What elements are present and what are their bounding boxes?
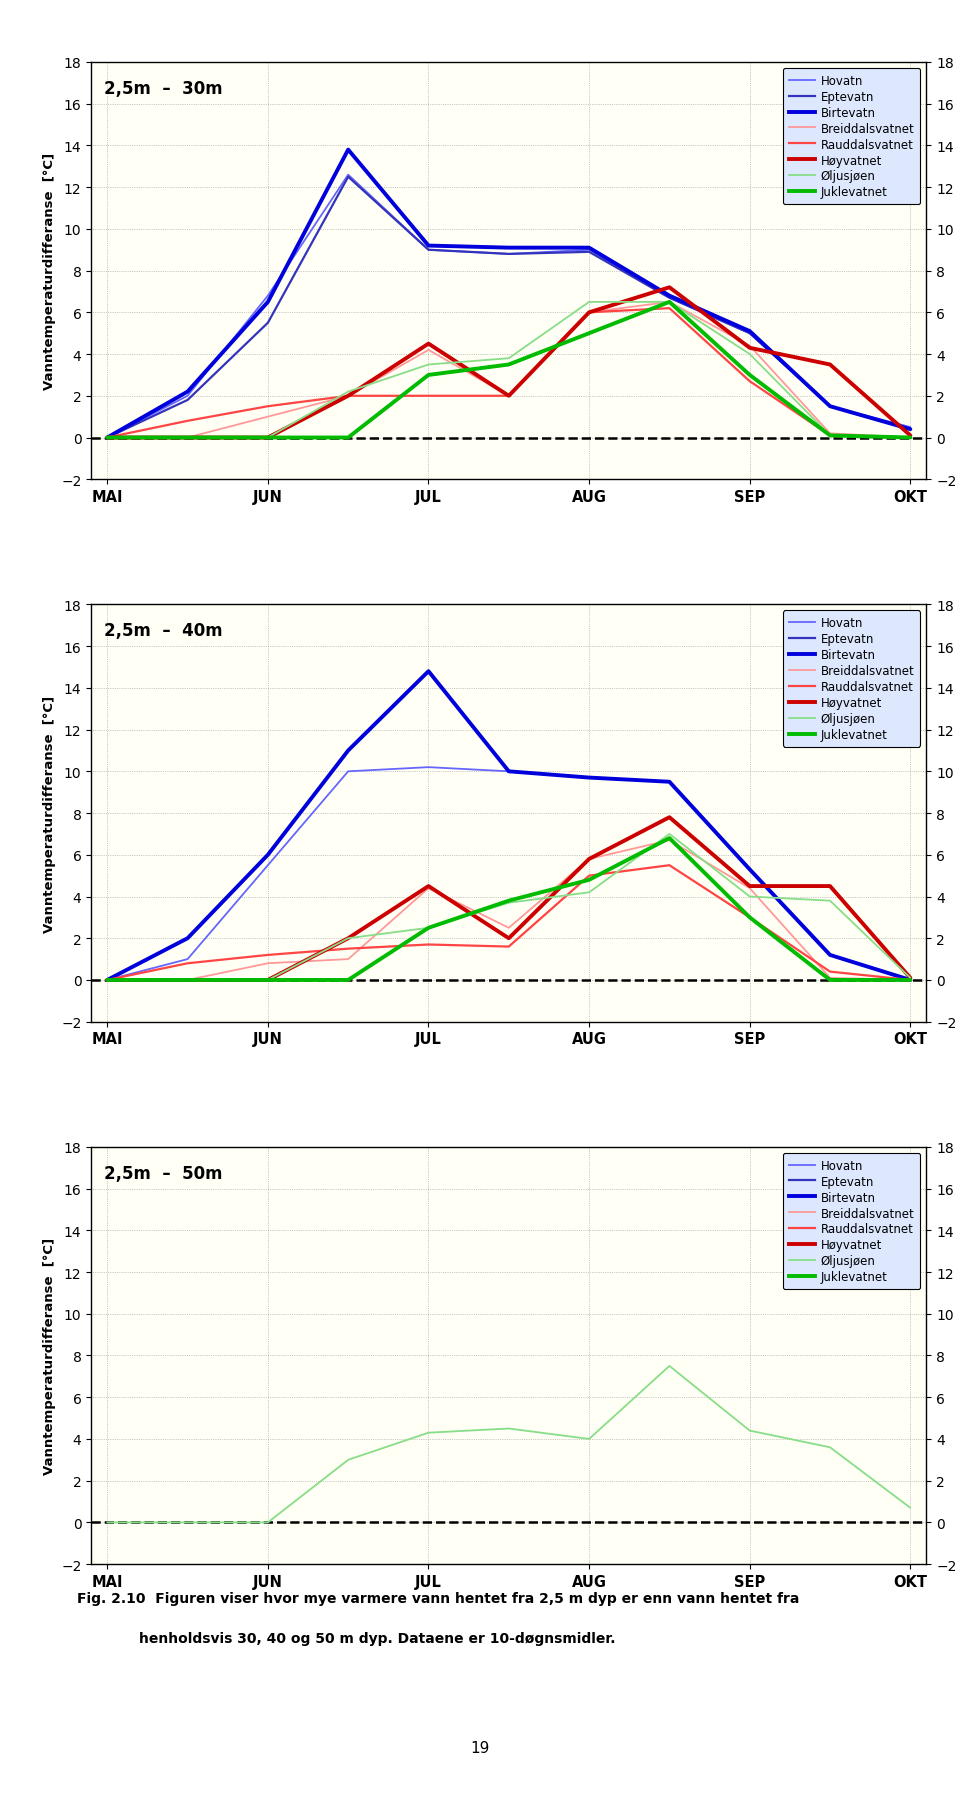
Legend: Hovatn, Eptevatn, Birtevatn, Breiddalsvatnet, Rauddalsvatnet, Høyvatnet, Øljusjø: Hovatn, Eptevatn, Birtevatn, Breiddalsva… bbox=[783, 1153, 921, 1289]
Text: 2,5m  –  50m: 2,5m – 50m bbox=[104, 1163, 222, 1181]
Y-axis label: Vanntemperaturdifferanse  [°C]: Vanntemperaturdifferanse [°C] bbox=[42, 153, 56, 390]
Y-axis label: Vanntemperaturdifferanse  [°C]: Vanntemperaturdifferanse [°C] bbox=[42, 696, 56, 931]
Legend: Hovatn, Eptevatn, Birtevatn, Breiddalsvatnet, Rauddalsvatnet, Høyvatnet, Øljusjø: Hovatn, Eptevatn, Birtevatn, Breiddalsva… bbox=[783, 68, 921, 205]
Y-axis label: Vanntemperaturdifferanse  [°C]: Vanntemperaturdifferanse [°C] bbox=[42, 1237, 56, 1474]
Text: Fig. 2.10  Figuren viser hvor mye varmere vann hentet fra 2,5 m dyp er enn vann : Fig. 2.10 Figuren viser hvor mye varmere… bbox=[77, 1591, 799, 1606]
Text: 2,5m  –  30m: 2,5m – 30m bbox=[104, 79, 223, 97]
Text: henholdsvis 30, 40 og 50 m dyp. Dataene er 10-døgnsmidler.: henholdsvis 30, 40 og 50 m dyp. Dataene … bbox=[139, 1631, 615, 1645]
Text: 19: 19 bbox=[470, 1740, 490, 1755]
Text: 2,5m  –  40m: 2,5m – 40m bbox=[104, 622, 223, 640]
Legend: Hovatn, Eptevatn, Birtevatn, Breiddalsvatnet, Rauddalsvatnet, Høyvatnet, Øljusjø: Hovatn, Eptevatn, Birtevatn, Breiddalsva… bbox=[783, 611, 921, 748]
